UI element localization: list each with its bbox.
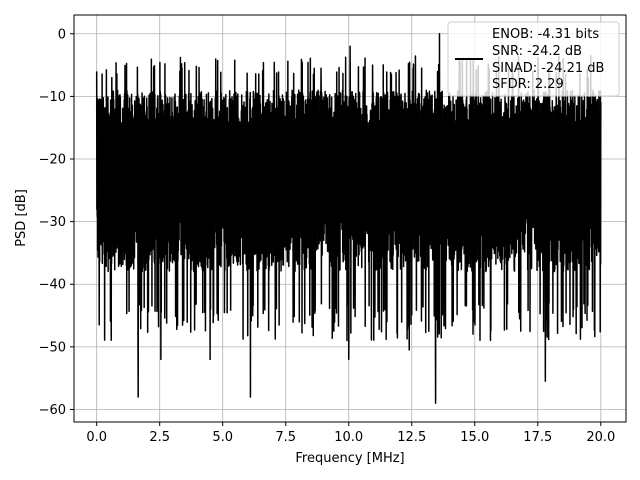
y-tick-label: −50 — [39, 340, 66, 355]
x-tick-label: 10.0 — [334, 430, 363, 445]
x-tick-label: 20.0 — [586, 430, 615, 445]
x-axis-label: Frequency [MHz] — [295, 451, 404, 466]
x-tick-label: 5.0 — [212, 430, 233, 445]
legend-text-snr: SNR: -24.2 dB — [492, 44, 582, 59]
legend-text-sinad: SINAD: -24.21 dB — [492, 61, 604, 76]
x-tick-label: 17.5 — [523, 430, 552, 445]
x-tick-label: 2.5 — [149, 430, 170, 445]
legend-box — [447, 21, 620, 97]
y-tick-label: −10 — [39, 90, 66, 105]
psd-series-line — [95, 33, 602, 404]
legend-text-sfdr: SFDR: 2.29 — [492, 77, 564, 92]
y-tick-label: −60 — [39, 403, 66, 418]
x-tick-label: 7.5 — [275, 430, 296, 445]
x-tick-label: 0.0 — [86, 430, 107, 445]
legend: ENOB: -4.31 bits SNR: -24.2 dB SINAD: -2… — [447, 21, 620, 97]
y-tick-label: 0 — [58, 27, 66, 42]
x-tick-label: 15.0 — [460, 430, 489, 445]
y-axis-label: PSD [dB] — [14, 189, 29, 247]
y-tick-label: −30 — [39, 215, 66, 230]
plot-area — [95, 33, 602, 404]
x-tick-label: 12.5 — [397, 430, 426, 445]
legend-text-enob: ENOB: -4.31 bits — [492, 27, 599, 42]
ticks: 0.0 2.5 5.0 7.5 10.0 12.5 15.0 17.5 20.0 0 −10 −20 −… — [39, 27, 616, 445]
y-tick-label: −40 — [39, 278, 66, 293]
y-tick-label: −20 — [39, 153, 66, 168]
axes-frame — [73, 14, 627, 423]
